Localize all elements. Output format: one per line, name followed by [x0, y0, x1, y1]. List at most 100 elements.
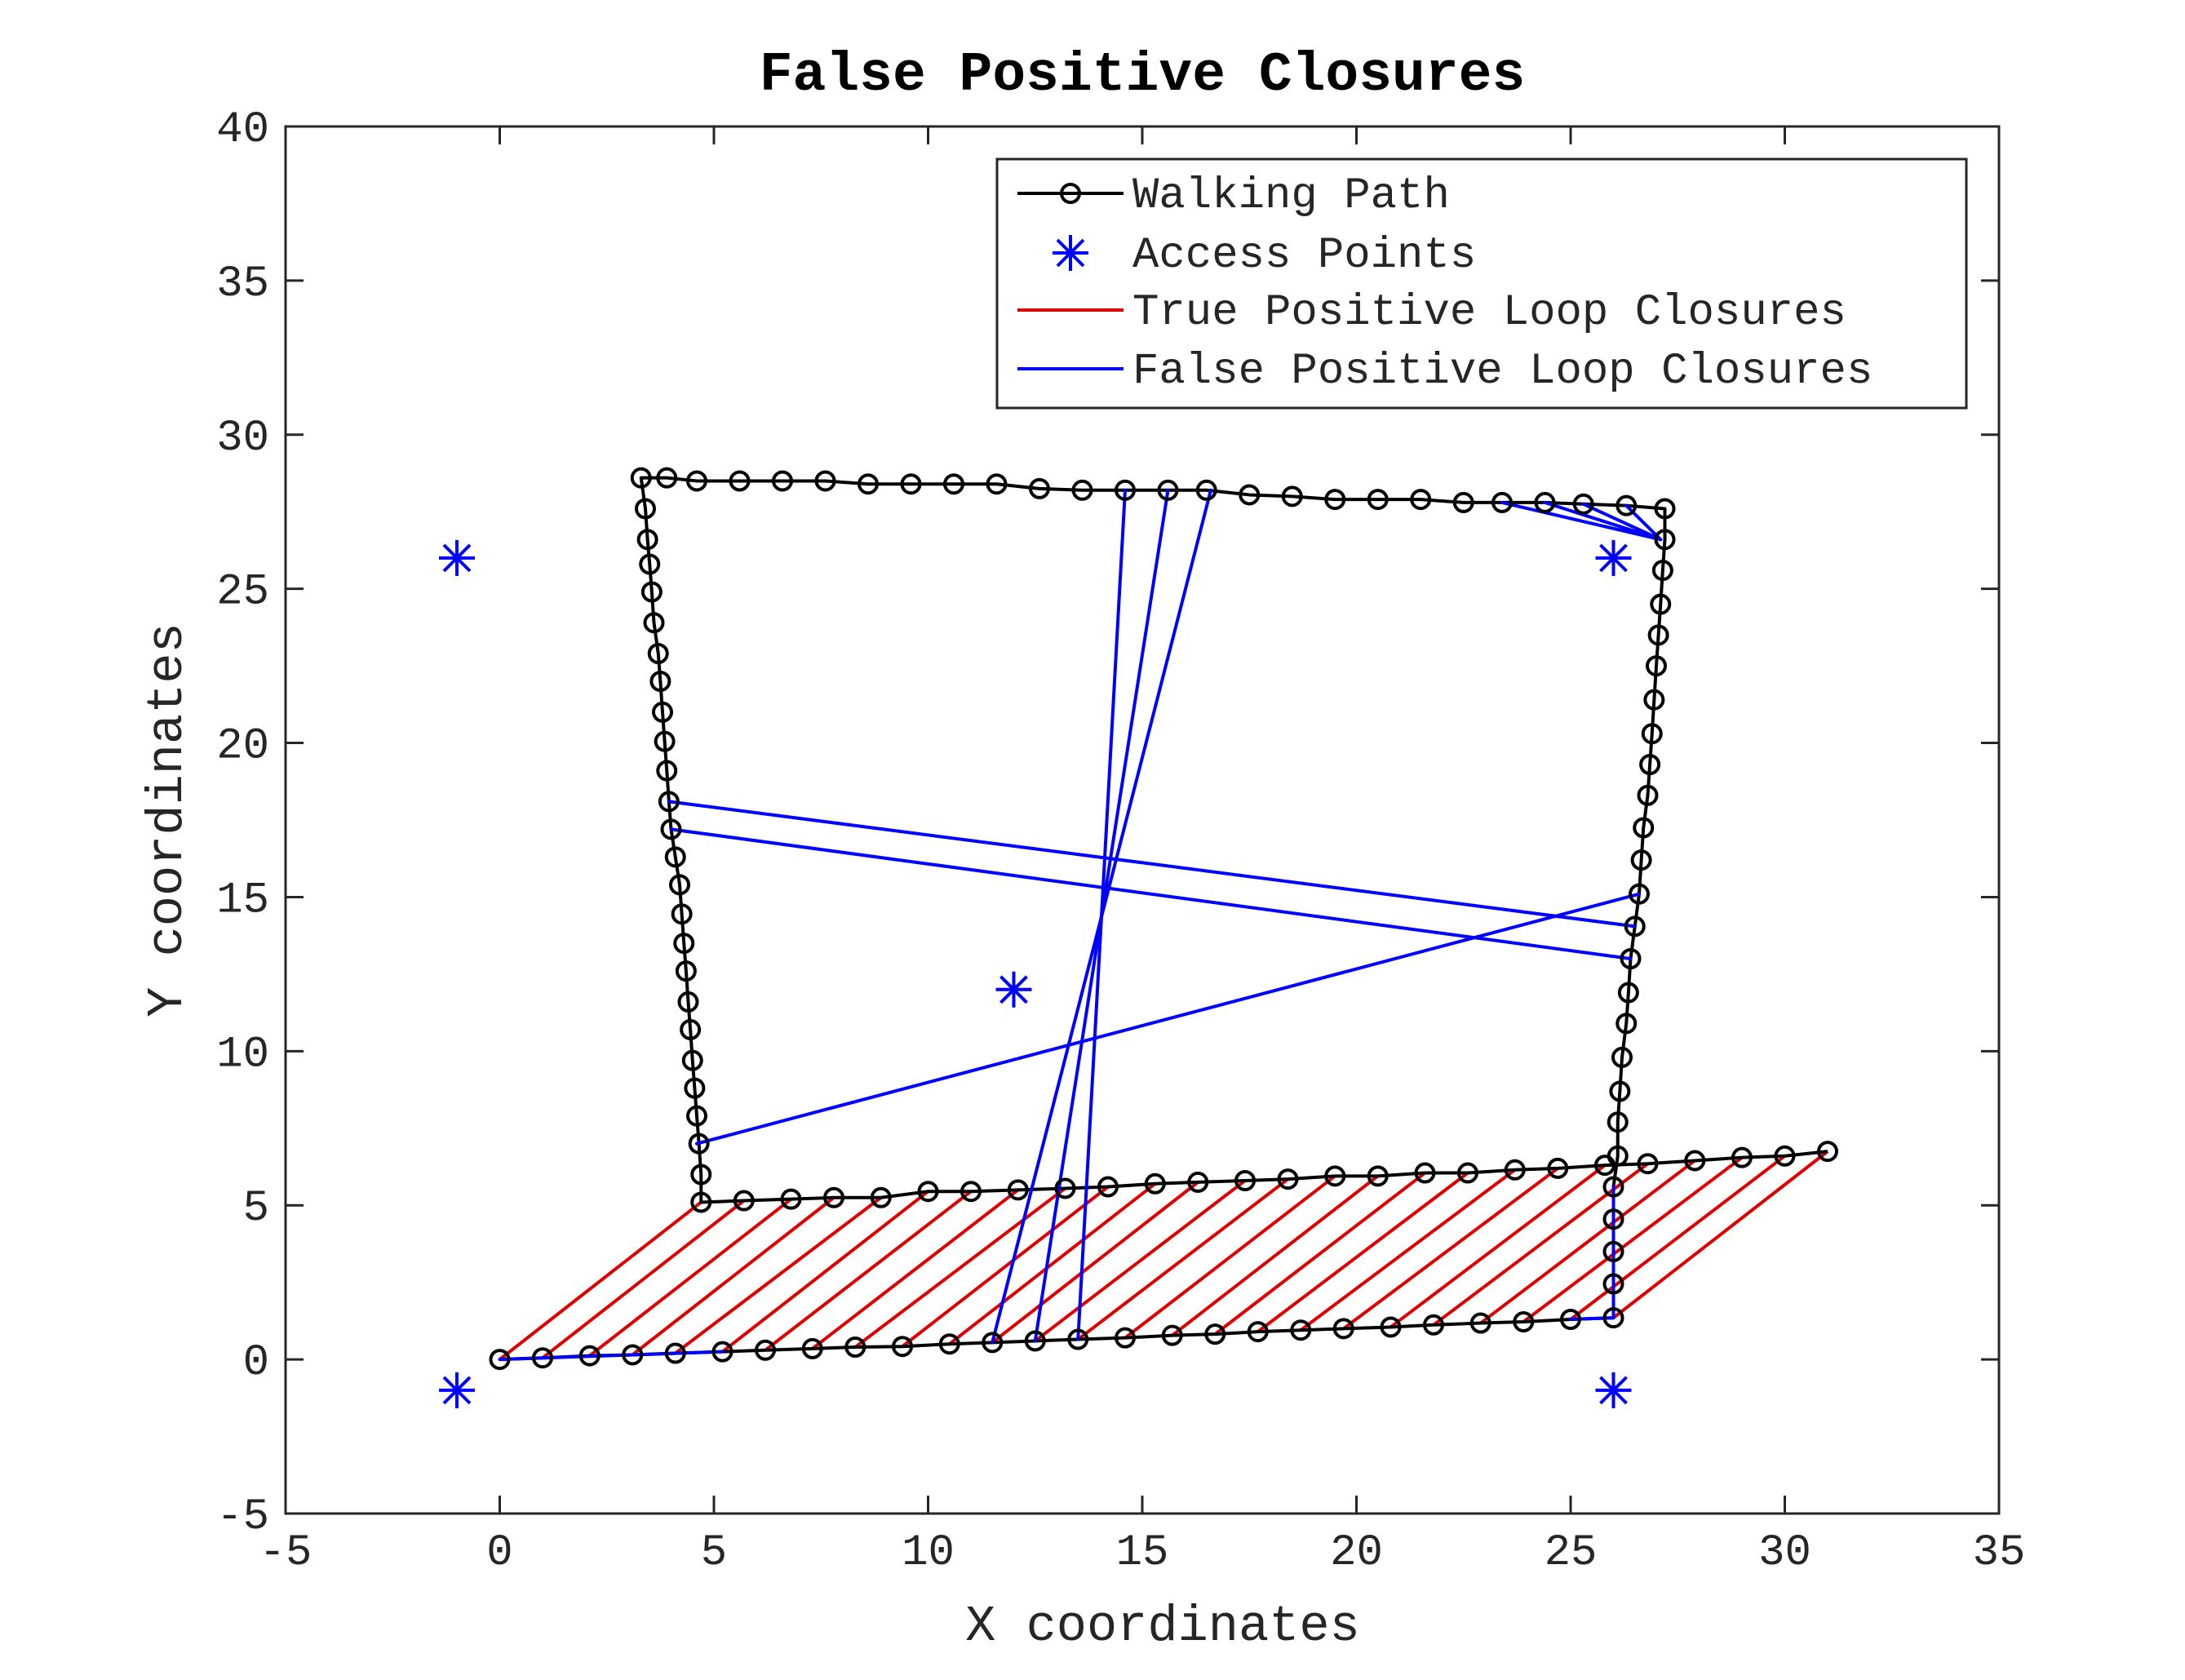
walking-path-point: [1324, 489, 1346, 511]
walking-path-point: [675, 960, 697, 982]
walking-path-point: [1617, 982, 1639, 1004]
access-point-marker: [995, 971, 1032, 1008]
x-tick-label: 15: [1116, 1528, 1169, 1578]
walking-path-point: [489, 1349, 511, 1371]
walking-path-point: [1684, 1150, 1706, 1172]
true-positive-closure: [632, 1196, 835, 1357]
legend-false-positive-label: False Positive Loop Closures: [1132, 347, 1873, 397]
true-positive-closure: [1569, 1155, 1786, 1321]
walking-path-point: [729, 470, 751, 492]
y-axis-label: Y coordinates: [139, 623, 197, 1017]
true-positive-closure: [764, 1190, 973, 1352]
walking-path-point: [1071, 479, 1093, 501]
walking-path-point: [669, 874, 690, 896]
walking-path-point: [960, 1181, 982, 1203]
walking-path-point: [680, 1018, 702, 1040]
walking-path-point: [943, 473, 964, 495]
true-positive-closure: [1077, 1177, 1289, 1341]
x-tick-label: 35: [1973, 1528, 2026, 1578]
walking-path-point: [686, 470, 707, 492]
walking-path-point: [673, 933, 695, 955]
walking-path-point: [1817, 1141, 1838, 1163]
walking-path-point: [690, 1191, 712, 1213]
walking-path-point: [1380, 1316, 1402, 1338]
false-positive-closure: [667, 800, 1637, 929]
walking-path-point: [639, 553, 661, 575]
x-axis-label: X coordinates: [965, 1598, 1360, 1656]
walking-path-point: [1547, 1157, 1569, 1179]
walking-path-point: [1239, 484, 1261, 506]
walking-path-point: [1602, 1176, 1624, 1198]
axis-ticks: -5 0 5 10 15 20 25 30 35 -5 0 5 10 15 20 25 30 35 40: [216, 105, 2025, 1578]
walking-path-marker-layer: [489, 467, 1838, 1371]
false-positive-layer: [498, 488, 1663, 1362]
walking-path-point: [772, 470, 793, 492]
walking-path-point: [635, 498, 656, 520]
walking-path-point: [643, 612, 665, 634]
true-positive-closure: [1389, 1164, 1607, 1329]
true-positive-closure: [991, 1181, 1199, 1344]
walking-path-point: [1414, 1162, 1436, 1184]
walking-path-point: [1630, 849, 1652, 871]
true-positive-closure: [811, 1188, 1019, 1350]
walking-path-point: [658, 791, 680, 813]
x-tick-label: 10: [902, 1528, 955, 1578]
walking-path-point: [986, 473, 1008, 495]
walking-path-point: [690, 1164, 712, 1186]
y-tick-label: 40: [216, 105, 269, 155]
walking-path-point: [1629, 883, 1650, 905]
true-positive-closure: [588, 1198, 792, 1358]
walking-path-point: [578, 1345, 601, 1367]
y-tick-label: 10: [216, 1030, 269, 1079]
walking-path-point: [1115, 1327, 1136, 1349]
x-tick-label: 25: [1545, 1528, 1598, 1578]
walking-path-point: [664, 1342, 686, 1364]
walking-path-point: [656, 760, 678, 782]
walking-path-point: [1651, 560, 1673, 581]
walking-path-point: [1639, 754, 1661, 775]
walking-path-point: [1144, 1172, 1166, 1195]
legend-true-positive-label: True Positive Loop Closures: [1132, 288, 1846, 338]
walking-path-point: [1615, 494, 1638, 516]
walking-path-point: [1647, 624, 1669, 646]
true-positive-closure: [541, 1199, 745, 1359]
walking-path-point: [664, 846, 686, 868]
walking-path-point: [636, 529, 658, 551]
walking-path-point: [1504, 1159, 1526, 1181]
access-point-marker: [439, 1372, 475, 1408]
walking-path-point: [1594, 1155, 1615, 1177]
walking-path-point: [1115, 479, 1136, 501]
y-tick-label: 25: [216, 568, 269, 618]
walking-path-point: [870, 1186, 892, 1208]
walking-path-point: [1367, 489, 1389, 511]
walking-path-point: [1731, 1146, 1753, 1168]
walking-path-point: [1157, 479, 1179, 501]
walking-path-point: [1513, 1311, 1535, 1333]
true-positive-closure: [901, 1185, 1110, 1348]
walking-path-point: [688, 1133, 710, 1155]
walking-path-point: [1234, 1170, 1256, 1191]
y-tick-label: 5: [243, 1184, 269, 1234]
walking-path-point: [1195, 479, 1217, 501]
walking-path-point: [1204, 1323, 1226, 1345]
walking-path-point: [1654, 498, 1676, 520]
x-tick-label: 30: [1758, 1528, 1811, 1578]
walking-path-point: [1611, 1046, 1633, 1068]
walking-path-point: [532, 1347, 553, 1369]
legend-walking-path-marker: [1060, 183, 1081, 204]
walking-path-point: [823, 1186, 844, 1208]
walking-path-point: [1367, 1165, 1389, 1187]
walking-path-point: [755, 1339, 776, 1361]
x-tick-label: 5: [701, 1528, 727, 1578]
walking-path-point: [654, 730, 676, 752]
false-positive-closure: [1500, 500, 1663, 542]
walking-path-point: [677, 991, 699, 1013]
walking-path-point: [1641, 723, 1663, 745]
walking-path-point: [814, 470, 836, 492]
walking-path-point: [1054, 1177, 1076, 1199]
true-positive-closure: [1522, 1156, 1744, 1323]
true-positive-closure: [1214, 1171, 1426, 1336]
walking-path-point: [1572, 493, 1594, 515]
walking-path-point: [1637, 784, 1659, 806]
